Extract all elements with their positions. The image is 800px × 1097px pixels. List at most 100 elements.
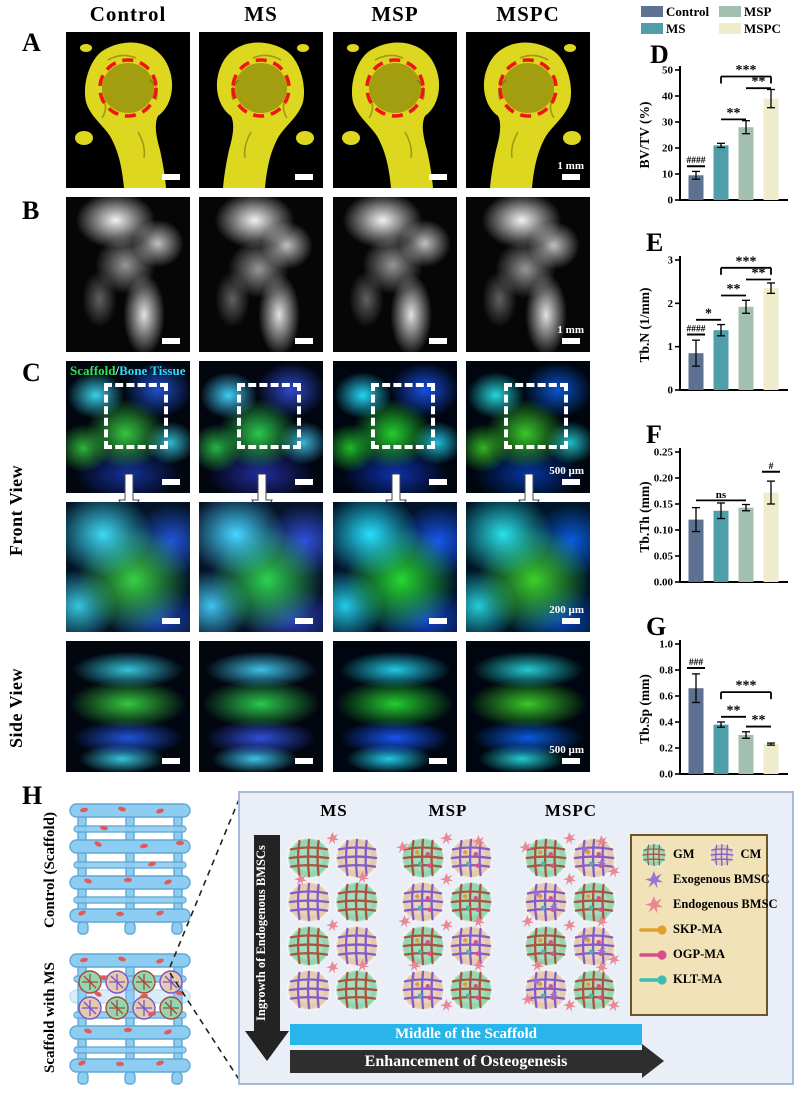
- endogenous-bmsc-icon: [440, 832, 453, 845]
- endogenous-bmsc-icon: [607, 865, 620, 878]
- gm-microsphere: [523, 836, 569, 880]
- svg-text:0.2: 0.2: [659, 743, 673, 755]
- endogenous-bmsc-icon: [563, 999, 576, 1012]
- endogenous-bmsc-icon: [607, 953, 620, 966]
- fluorescence-zoom-msp: [333, 502, 457, 632]
- svg-text:Tb.N (1/mm): Tb.N (1/mm): [638, 288, 652, 363]
- endogenous-bmsc-label: Endogenous BMSC: [673, 897, 778, 911]
- svg-text:Tb.Th (mm): Tb.Th (mm): [638, 481, 652, 552]
- scale-bar: [295, 618, 313, 624]
- svg-text:0: 0: [668, 385, 674, 397]
- fluorescence-caption: Scaffold/Bone Tissue: [70, 363, 186, 378]
- microct-section-msp: [333, 197, 457, 352]
- gm-label: GM: [673, 847, 695, 861]
- scale-bar: [295, 479, 313, 485]
- panel-label-c: C: [22, 358, 41, 387]
- endogenous-bmsc-icon: [531, 959, 544, 972]
- svg-text:**: **: [752, 713, 766, 728]
- svg-text:**: **: [727, 106, 741, 121]
- cm-microsphere: [448, 924, 494, 968]
- svg-text:**: **: [752, 266, 766, 281]
- ingrowth-axis-label: Ingrowth of Endogenous BMSCs: [254, 845, 268, 1021]
- endogenous-bmsc-icon: [595, 915, 608, 928]
- cm-microsphere: [571, 924, 617, 968]
- cm-microsphere: [334, 836, 380, 880]
- svg-text:**: **: [752, 75, 766, 90]
- fluorescence-side-control: [66, 641, 190, 772]
- scale-bar: [562, 618, 580, 624]
- svg-text:0.6: 0.6: [659, 691, 673, 703]
- roi-dashed-box: [104, 383, 168, 449]
- endogenous-bmsc-icon: [472, 835, 485, 848]
- fluorescence-side-msp: [333, 641, 457, 772]
- endogenous-bmsc-icon: [294, 873, 307, 886]
- control-scaffold-label: Control (Scaffold): [42, 812, 58, 928]
- svg-text:40: 40: [662, 91, 674, 103]
- fluorescence-side-ms: [199, 641, 323, 772]
- svg-text:BV/TV (%): BV/TV (%): [638, 102, 652, 169]
- column-header-ms: MS: [244, 2, 278, 26]
- microct-3d-mspc: 1 mm: [466, 32, 590, 188]
- gm-circle-icon: [639, 842, 669, 867]
- klt-ma-label: KLT-MA: [673, 972, 723, 986]
- panel-label-b: B: [22, 196, 40, 225]
- endogenous-bmsc-icon: [440, 919, 453, 932]
- roi-dashed-box: [237, 383, 301, 449]
- h-column-mspc: MSPC: [544, 801, 598, 820]
- gm-microsphere: [400, 836, 446, 880]
- microct-section-mspc: 1 mm: [466, 197, 590, 352]
- fluorescence-front-msp: [333, 361, 457, 493]
- cm-microsphere: [523, 880, 569, 924]
- chart-legend: Control MSP MS MSPC: [641, 3, 799, 37]
- scale-bar: [562, 479, 580, 485]
- endogenous-bmsc-icon: [607, 999, 620, 1012]
- scale-bar: [162, 479, 180, 485]
- cm-microsphere: [523, 968, 569, 1012]
- front-view-label: Front View: [6, 464, 26, 556]
- skp-ma-icon: [639, 924, 669, 936]
- gm-microsphere: [523, 924, 569, 968]
- scale-bar: [429, 174, 447, 180]
- cm-microsphere: [286, 880, 332, 924]
- endogenous-bmsc-icon: [595, 835, 608, 848]
- gm-microsphere: [448, 880, 494, 924]
- scaffold-with-ms-illustration: [64, 946, 196, 1093]
- panel-label-g: G: [646, 612, 667, 641]
- legend-row-klt: KLT-MA: [639, 967, 761, 992]
- legend-swatch-control: [641, 6, 663, 17]
- legend-item-control: Control: [641, 3, 719, 20]
- fluorescence-front-ms: [199, 361, 323, 493]
- cm-microsphere: [400, 880, 446, 924]
- legend-row-ogp: OGP-MA: [639, 942, 761, 967]
- endogenous-bmsc-icon: [595, 961, 608, 974]
- svg-text:***: ***: [736, 254, 757, 269]
- svg-text:#: #: [769, 462, 774, 472]
- svg-text:####: ####: [687, 156, 706, 166]
- endogenous-bmsc-icon: [356, 959, 369, 972]
- roi-dashed-box: [504, 383, 568, 449]
- endogenous-bmsc-icon: [326, 919, 339, 932]
- microct-3d-control: [66, 32, 190, 188]
- roi-dashed-box: [371, 383, 435, 449]
- cm-microsphere: [400, 968, 446, 1012]
- endogenous-bmsc-icon: [639, 895, 669, 914]
- endogenous-bmsc-icon: [563, 873, 576, 886]
- legend-swatch-mspc: [719, 23, 741, 34]
- fluorescence-zoom-control: [66, 502, 190, 632]
- control-scaffold-illustration: [64, 796, 196, 943]
- endogenous-bmsc-icon: [440, 999, 453, 1012]
- microct-section-ms: [199, 197, 323, 352]
- endogenous-bmsc-icon: [472, 959, 485, 972]
- chart-tbn: Tb.N (1/mm) 0 1 2 3 #### * ** ** ***: [638, 252, 800, 404]
- endogenous-bmsc-icon: [396, 841, 409, 854]
- ogp-ma-icon: [639, 949, 669, 961]
- svg-text:0.15: 0.15: [654, 499, 674, 511]
- legend-label-control: Control: [666, 3, 710, 19]
- microct-section-control: [66, 197, 190, 352]
- endogenous-bmsc-icon: [563, 919, 576, 932]
- cm-label: CM: [740, 847, 762, 861]
- scale-bar: [562, 338, 580, 344]
- svg-text:0.10: 0.10: [654, 525, 674, 537]
- endogenous-bmsc-icon: [326, 832, 339, 845]
- column-header-control: Control: [89, 2, 167, 26]
